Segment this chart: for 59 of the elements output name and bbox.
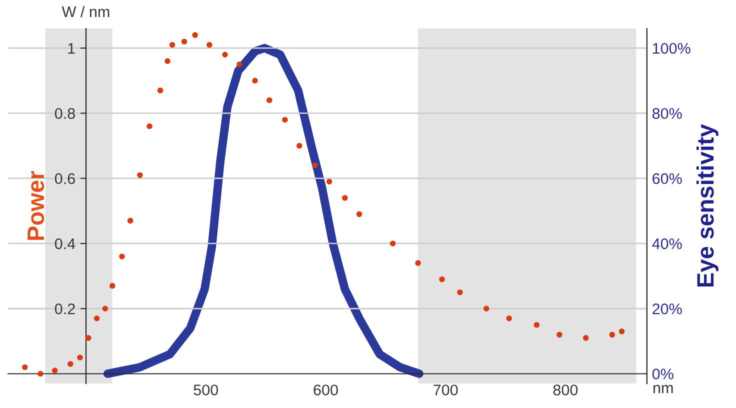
y2-tick-label: 100% xyxy=(652,42,690,54)
point xyxy=(390,240,396,246)
point xyxy=(119,254,125,260)
y-tick-label: 0.6 xyxy=(54,173,75,184)
point xyxy=(77,354,83,360)
x-tick-label: 700 xyxy=(434,384,458,396)
y2-tick-label: 60% xyxy=(652,173,682,184)
x-tick-label: 600 xyxy=(314,384,338,396)
point xyxy=(356,211,362,218)
point xyxy=(181,38,188,44)
point xyxy=(252,78,258,84)
y-tick-label: 1 xyxy=(68,43,75,54)
x-tick-label: 800 xyxy=(553,384,578,396)
y2-tick-label: 80% xyxy=(652,108,682,119)
point xyxy=(609,332,616,338)
point xyxy=(86,335,92,341)
point xyxy=(68,361,74,367)
y-tick-label: 0.8 xyxy=(54,108,75,119)
point xyxy=(94,316,100,322)
y2-tick-label: 0% xyxy=(652,368,674,380)
point xyxy=(457,289,463,296)
y-tick-label: 0.2 xyxy=(54,303,75,314)
point xyxy=(192,32,198,38)
point xyxy=(102,306,108,312)
y2-tick-label: 20% xyxy=(652,303,682,314)
point xyxy=(483,306,490,312)
point xyxy=(137,172,143,178)
y-axis-title: Power xyxy=(28,170,44,240)
point xyxy=(146,123,152,130)
point xyxy=(169,42,176,48)
point xyxy=(326,178,332,185)
point xyxy=(618,328,625,334)
y-tick-label: 0.4 xyxy=(54,238,76,250)
point xyxy=(236,61,242,68)
point xyxy=(342,195,348,201)
point xyxy=(52,368,58,374)
point xyxy=(222,52,228,58)
point xyxy=(206,42,212,48)
point xyxy=(266,97,272,104)
point xyxy=(282,116,288,123)
x-tick-label: 500 xyxy=(194,384,218,396)
point xyxy=(127,218,134,224)
point xyxy=(439,276,445,282)
x-axis-title: nm xyxy=(654,384,673,394)
point xyxy=(582,335,589,341)
point xyxy=(415,260,421,266)
point xyxy=(506,316,512,322)
point xyxy=(312,162,318,168)
point xyxy=(109,282,116,289)
y2-tick-label: 40% xyxy=(652,238,682,250)
point xyxy=(296,142,302,149)
text: W / nm xyxy=(62,6,110,18)
point xyxy=(157,88,164,94)
point xyxy=(534,322,540,328)
point xyxy=(556,332,562,338)
point xyxy=(164,58,170,64)
y2-axis-title: Eye sensitivity xyxy=(696,124,718,286)
point xyxy=(22,364,28,370)
point xyxy=(38,370,44,377)
